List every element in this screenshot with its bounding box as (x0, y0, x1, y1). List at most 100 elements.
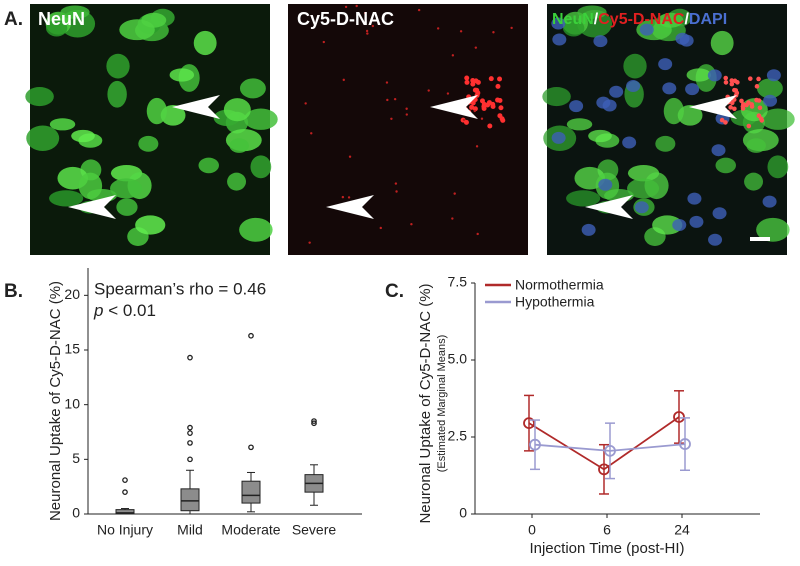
neuron (25, 87, 54, 107)
arrowhead (172, 95, 220, 119)
x-tick-label: Severe (292, 522, 337, 538)
particle (427, 89, 430, 92)
neuron (663, 97, 684, 125)
micrograph-cy5 (288, 4, 528, 255)
particle (492, 31, 495, 34)
nucleus (685, 83, 700, 96)
neuron (566, 190, 601, 207)
particle (486, 100, 492, 106)
neuron (623, 53, 647, 79)
particle (459, 30, 463, 33)
nucleus (712, 207, 727, 220)
outlier (248, 444, 254, 451)
neuron (250, 155, 272, 179)
y-tick-label: 7.5 (448, 274, 468, 290)
outlier (122, 489, 128, 495)
neuron (45, 19, 68, 37)
particle (451, 217, 454, 220)
neuron (229, 138, 249, 153)
particle (732, 106, 737, 112)
nucleus (711, 144, 726, 157)
particle (379, 226, 382, 230)
neuron (710, 30, 734, 56)
y-tick-label: 0 (459, 505, 467, 521)
neuron (26, 125, 60, 151)
particle (405, 113, 408, 116)
particle (308, 241, 311, 244)
outlier (311, 420, 317, 427)
neuron (138, 135, 159, 152)
particle (719, 117, 725, 123)
nucleus (708, 233, 723, 246)
particle (490, 104, 496, 110)
nucleus (598, 178, 613, 191)
panel-label: C. (385, 281, 404, 302)
point (523, 417, 535, 430)
particle (341, 195, 345, 199)
y-axis-sublabel: (Estimated Marginal Means) (436, 335, 448, 473)
annotation: Spearman’s rho = 0.46 (94, 279, 266, 298)
particle (347, 196, 351, 199)
particle (756, 76, 761, 82)
nucleus (763, 94, 778, 107)
particle (393, 97, 397, 101)
x-tick-label: No Injury (97, 522, 153, 538)
title-part: NeuN (552, 11, 594, 28)
particle (746, 123, 752, 129)
arrowhead (326, 195, 374, 219)
neuron (677, 104, 703, 126)
y-tick-label: 0 (72, 505, 80, 521)
particle (371, 24, 375, 28)
particle (410, 223, 413, 226)
nucleus (762, 195, 777, 208)
particle (497, 76, 503, 82)
outlier (187, 440, 193, 446)
particle (464, 75, 470, 81)
nucleus (689, 215, 704, 228)
particle (734, 90, 740, 96)
nucleus (596, 96, 611, 109)
particle (310, 132, 313, 135)
particle (749, 104, 755, 109)
outlier (187, 456, 193, 463)
particle (348, 155, 352, 158)
point (673, 411, 685, 423)
particle (451, 54, 455, 57)
nucleus (551, 131, 566, 144)
outlier (187, 424, 193, 431)
y-tick-label: 5 (72, 450, 80, 466)
image-title: NeuN/Cy5-D-NAC/DAPI (552, 11, 727, 28)
particle (473, 78, 479, 84)
particle (470, 100, 476, 106)
particle (475, 145, 479, 148)
particle (754, 84, 760, 89)
particle (304, 102, 307, 105)
particle (453, 192, 456, 195)
particle (759, 118, 765, 123)
particle (728, 105, 733, 110)
y-tick-label: 5.0 (448, 351, 468, 367)
neuron (715, 157, 736, 174)
particle (473, 109, 476, 113)
annotation-part: < 0.01 (103, 301, 155, 320)
nucleus (552, 33, 567, 46)
neuron (78, 172, 103, 200)
x-tick-label: 6 (603, 522, 611, 538)
particle (385, 81, 389, 84)
neuron (566, 118, 593, 131)
particle (495, 83, 501, 89)
neuron (767, 155, 789, 179)
neuron (71, 129, 95, 143)
point (598, 463, 610, 476)
scale-bar (750, 237, 770, 241)
nucleus (593, 35, 608, 48)
neuron (542, 87, 571, 107)
particle (500, 117, 506, 123)
nucleus (569, 100, 584, 113)
title-part: / (594, 11, 599, 28)
y-axis-label: Neuronal Uptake of Cy5-D-NAC (%) (417, 283, 434, 523)
particle (365, 29, 369, 33)
neuron (588, 129, 612, 143)
neuron (141, 12, 167, 28)
neuron (658, 12, 684, 28)
